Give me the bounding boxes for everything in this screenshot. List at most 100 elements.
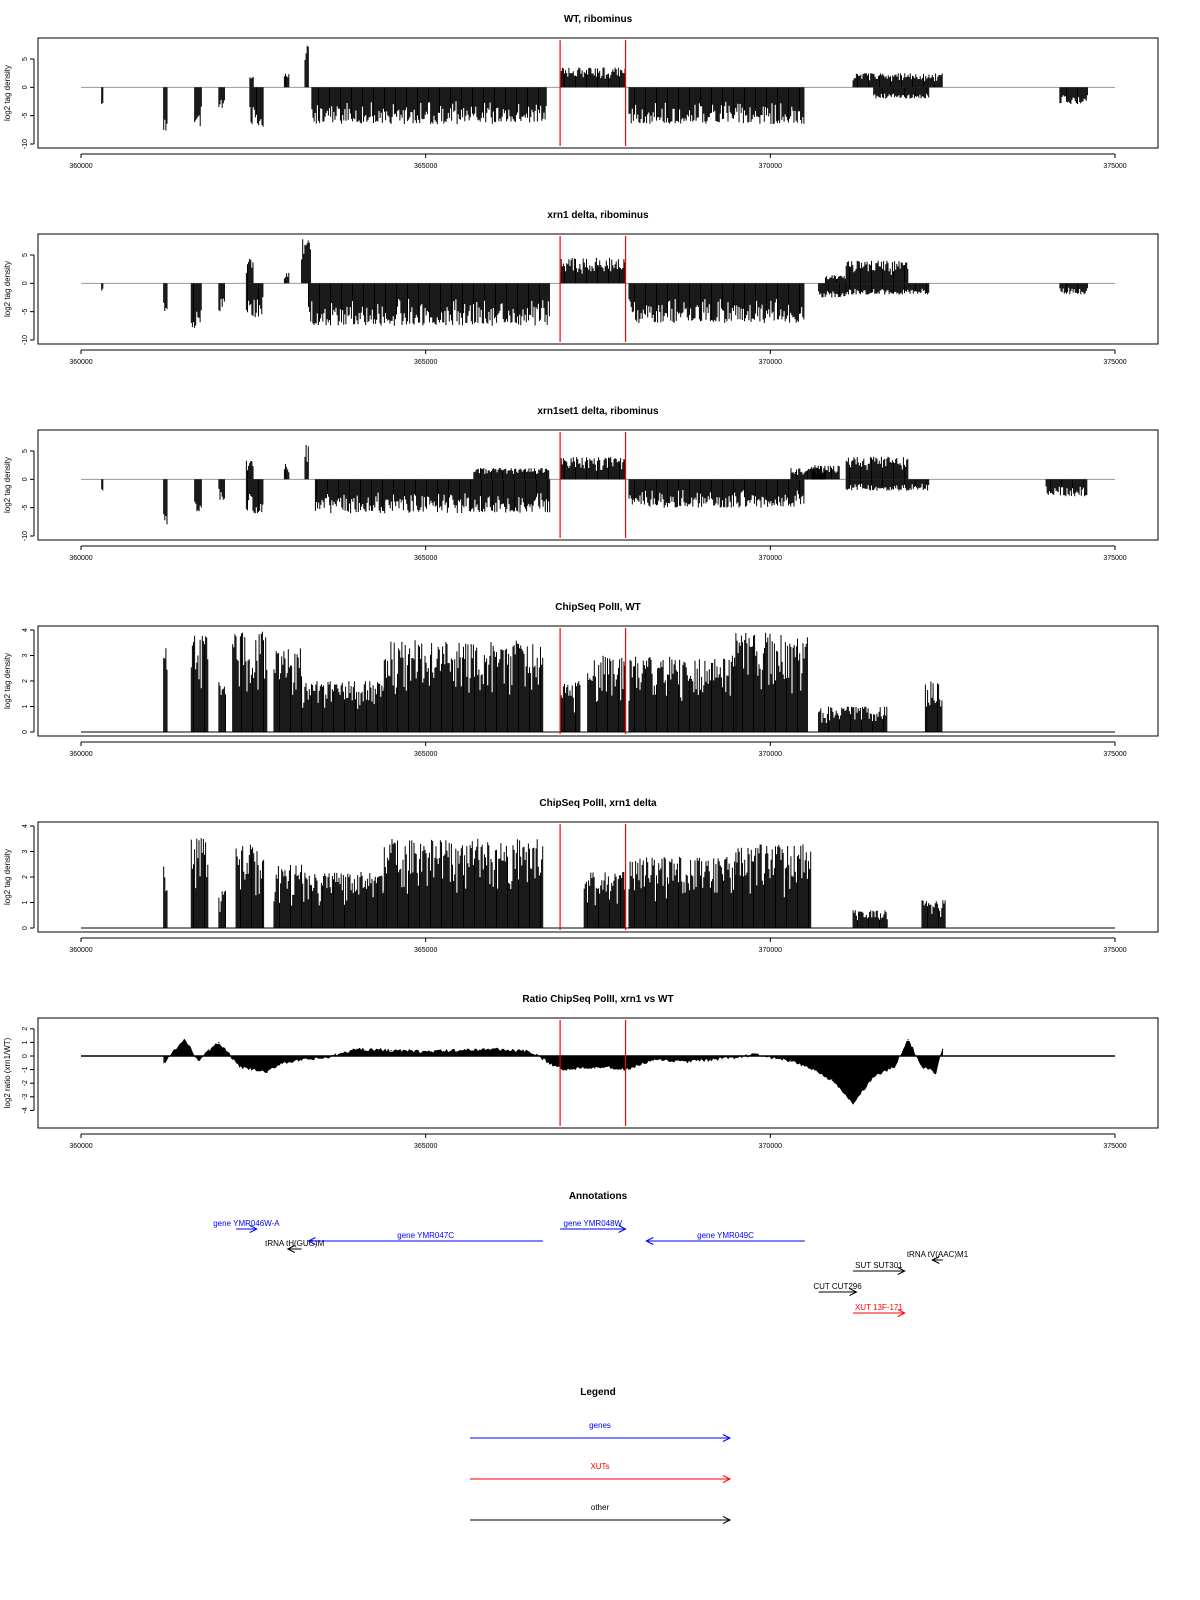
data-point (687, 1060, 689, 1063)
bar-segment (190, 635, 209, 732)
data-point (652, 1059, 654, 1061)
bar-segment (273, 864, 302, 928)
bar-segment (845, 260, 909, 284)
data-bars (587, 655, 626, 732)
x-tick-label: 360000 (69, 751, 92, 758)
y-tick-label: 0 (22, 477, 29, 481)
y-tick-label: 5 (22, 449, 29, 453)
y-tick-label: -4 (22, 1107, 29, 1113)
bar-segment (587, 655, 626, 732)
data-bars (735, 844, 812, 928)
data-point (907, 1039, 909, 1041)
data-bars (473, 468, 550, 480)
chart-panel-5: ChipSeq PolII, xrn1 delta log2 tag densit… (3, 798, 1159, 954)
data-bars (163, 87, 168, 131)
data-bars (283, 464, 290, 480)
annotation-feature: tRNA tH(GUG)M (265, 1239, 325, 1253)
bar-segment (921, 900, 946, 928)
bar-segment (101, 479, 104, 491)
bar-segment (304, 45, 309, 88)
data-bars (190, 635, 209, 732)
arrowhead (722, 1475, 732, 1483)
data-bars (735, 632, 808, 732)
y-tick-label: 0 (22, 281, 29, 285)
data-bars (628, 856, 737, 928)
x-tick-label: 370000 (759, 1143, 782, 1150)
annotation-track: gene YMR046W-A tRNA tH(GUG)M gene YMR047C g… (213, 1219, 969, 1317)
arrowhead (249, 1225, 258, 1233)
annotation-feature: gene YMR048W (560, 1219, 627, 1233)
y-tick-label: 2 (22, 679, 29, 683)
annotation-feature: gene YMR046W-A (213, 1219, 280, 1233)
annotation-label: gene YMR048W (564, 1219, 623, 1228)
bar-segment (273, 648, 302, 732)
x-tick-label: 375000 (1103, 1143, 1126, 1150)
data-bars (1045, 479, 1088, 497)
data-bars (194, 87, 202, 127)
data-point (300, 1059, 303, 1061)
chart-title: ChipSeq PolII, WT (555, 602, 641, 613)
bar-segment (852, 73, 943, 88)
data-point (459, 1049, 461, 1052)
data-bars (245, 258, 254, 284)
bar-segment (583, 872, 626, 928)
data-bars (101, 479, 104, 491)
y-tick-label: -5 (22, 504, 29, 510)
data-bars (383, 640, 544, 732)
bar-segment (218, 682, 226, 732)
data-point (935, 1071, 937, 1073)
y-tick-label: -10 (22, 139, 29, 149)
bar-segment (873, 87, 930, 99)
y-tick-label: 0 (22, 926, 29, 930)
data-point (942, 1048, 944, 1050)
data-point (494, 1048, 496, 1050)
annotation-feature: tRNA tV(AAC)M1 (907, 1250, 969, 1264)
bar-segment (232, 631, 268, 732)
data-point (831, 1079, 833, 1082)
data-point (266, 1071, 268, 1073)
data-point (197, 1059, 199, 1061)
data-bars (232, 631, 268, 732)
data-point (604, 1066, 606, 1068)
data-bars (845, 479, 930, 491)
chart-panel-4: ChipSeq PolII, WT log2 tag density 0 1 2 3 4 36… (3, 602, 1159, 758)
data-point (549, 1062, 551, 1064)
legend-item: genes (470, 1421, 732, 1442)
data-bars (1059, 283, 1088, 295)
bar-segment (818, 283, 847, 298)
ratio-area (163, 1038, 943, 1105)
data-bars (852, 910, 888, 928)
annotation-label: gene YMR046W-A (213, 1219, 280, 1228)
data-bars (852, 73, 943, 88)
annotation-feature: XUT 13F-171 (853, 1303, 906, 1317)
y-tick-label: 1 (22, 1040, 29, 1044)
chart-title: WT, ribominus (564, 14, 633, 25)
y-tick-label: 0 (22, 85, 29, 89)
data-point (893, 1066, 896, 1068)
bar-segment (304, 445, 309, 480)
y-tick-label: 3 (22, 849, 29, 853)
data-bars (628, 283, 805, 323)
data-bars (218, 87, 225, 108)
y-axis-label: log2 tag density (3, 653, 12, 709)
data-point (562, 1069, 565, 1071)
chart-title: ChipSeq PolII, xrn1 delta (539, 798, 657, 809)
bar-segment (308, 283, 550, 326)
data-bars (921, 900, 946, 928)
bar-segment (735, 632, 808, 732)
data-bars (190, 283, 202, 328)
x-tick-label: 365000 (414, 947, 437, 954)
plot-frame (37, 429, 1159, 541)
bar-segment (628, 856, 737, 928)
y-tick-label: 4 (22, 824, 29, 828)
data-bars (245, 460, 254, 480)
data-bars (163, 648, 168, 732)
data-point (583, 1066, 585, 1068)
data-bars (301, 239, 311, 284)
x-tick-label: 375000 (1103, 359, 1126, 366)
arrowhead (931, 1256, 940, 1264)
bar-segment (301, 681, 385, 732)
legend-label: genes (589, 1421, 611, 1430)
bar-segment (845, 479, 930, 491)
bar-segment (235, 844, 265, 928)
